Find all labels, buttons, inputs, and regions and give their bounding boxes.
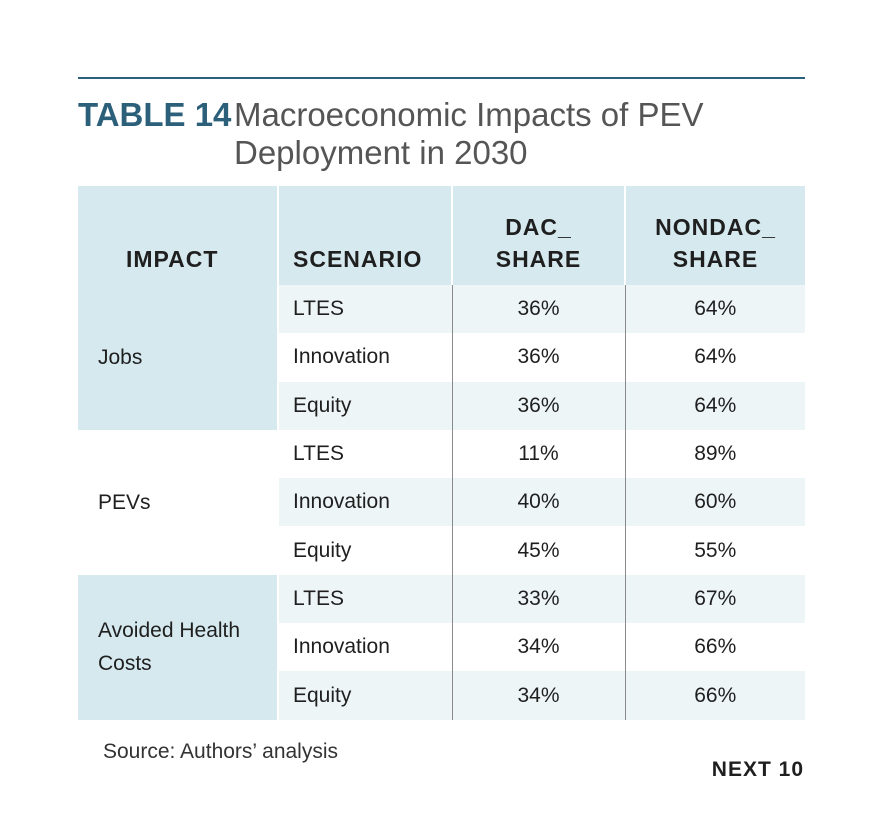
header-nondac-share: NONDAC_ SHARE — [625, 186, 805, 285]
nondac-share-cell: 89% — [625, 429, 805, 479]
header-row: IMPACT SCENARIO DAC_ SHARE NONDAC_ SHARE — [78, 186, 805, 285]
table-number: TABLE 14 — [78, 96, 232, 133]
scenario-cell: LTES — [278, 429, 453, 479]
nondac-share-cell: 64% — [625, 333, 805, 382]
impact-cell: Jobs — [78, 285, 279, 430]
brand-logo-text: NEXT 10 — [711, 758, 804, 781]
scenario-cell: LTES — [278, 574, 453, 624]
nondac-share-cell: 67% — [625, 574, 805, 624]
table-row: Avoided Health Costs LTES 33% 67% — [78, 574, 805, 720]
dac-share-cell: 40% — [452, 478, 626, 527]
nondac-share-cell: 55% — [625, 526, 805, 575]
header-dac-share: DAC_ SHARE — [452, 186, 626, 285]
table-row: Equity 34% 66% — [78, 671, 805, 720]
table-row: Innovation 40% 60% — [78, 478, 805, 527]
table-row: Innovation 34% 66% — [78, 623, 805, 672]
nondac-share-cell: 60% — [625, 478, 805, 527]
nondac-share-cell: 64% — [625, 381, 805, 430]
header-scenario: SCENARIO — [278, 186, 453, 285]
table-row: Jobs LTES 36% 64% — [78, 285, 805, 430]
impact-cell: PEVs — [78, 429, 279, 575]
nondac-share-cell: 66% — [625, 623, 805, 672]
dac-share-cell: 36% — [452, 381, 626, 430]
header-impact: IMPACT — [78, 186, 279, 285]
scenario-cell: Innovation — [278, 623, 453, 672]
table-row: Equity 45% 55% — [78, 526, 805, 575]
table-row: Innovation 36% 64% — [78, 333, 805, 382]
nondac-share-cell: 66% — [625, 671, 805, 720]
nondac-share-cell: 64% — [625, 285, 805, 334]
table-caption: Macroeconomic Impacts of PEV Deployment … — [234, 96, 704, 171]
table-row: PEVs LTES 11% 89% — [78, 429, 805, 575]
dac-share-cell: 34% — [452, 671, 626, 720]
scenario-cell: Innovation — [278, 333, 453, 382]
scenario-cell: LTES — [278, 285, 453, 334]
scenario-cell: Equity — [278, 526, 453, 575]
scenario-cell: Equity — [278, 671, 453, 720]
impact-cell: Avoided Health Costs — [78, 574, 279, 720]
source-note: Source: Authors’ analysis — [103, 740, 339, 763]
scenario-cell: Equity — [278, 381, 453, 430]
dac-share-cell: 36% — [452, 333, 626, 382]
scenario-cell: Innovation — [278, 478, 453, 527]
table-row: Equity 36% 64% — [78, 381, 805, 430]
top-rule — [78, 77, 805, 79]
dac-share-cell: 33% — [452, 574, 626, 624]
dac-share-cell: 34% — [452, 623, 626, 672]
table-title: TABLE 14Macroeconomic Impacts of PEV Dep… — [78, 96, 805, 172]
dac-share-cell: 11% — [452, 429, 626, 479]
impacts-table: IMPACT SCENARIO DAC_ SHARE NONDAC_ SHARE… — [78, 186, 805, 720]
dac-share-cell: 45% — [452, 526, 626, 575]
dac-share-cell: 36% — [452, 285, 626, 334]
